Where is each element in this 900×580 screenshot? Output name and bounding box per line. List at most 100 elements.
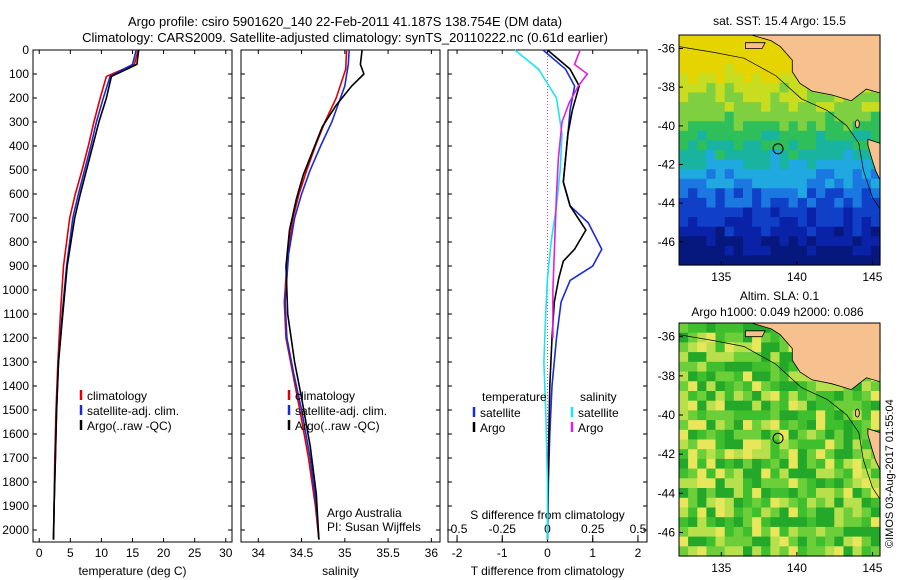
map-field-cell <box>715 507 726 518</box>
map-field-cell <box>715 159 726 170</box>
legend-label: climatology <box>87 389 147 403</box>
map-field-cell <box>733 197 744 209</box>
map-field-cell <box>688 73 698 84</box>
map-field-cell <box>770 371 781 382</box>
map-field-cell <box>697 410 707 421</box>
map-field-cell <box>770 449 781 460</box>
map-field-cell <box>724 478 735 489</box>
map-field-cell <box>779 400 790 411</box>
map-field-cell <box>706 82 717 94</box>
map-field-cell <box>779 197 790 209</box>
map-field-cell <box>697 478 707 489</box>
map-field-cell <box>834 458 844 470</box>
map-field-cell <box>797 546 808 557</box>
x-tick-label: 0 <box>544 546 551 560</box>
map-field-cell <box>797 371 808 382</box>
map-field-cell <box>806 391 817 402</box>
legend-group-title: salinity <box>580 390 617 404</box>
map-field-cell <box>825 526 835 538</box>
map-field-cell <box>697 371 707 382</box>
map-field-cell <box>724 507 735 518</box>
map-field-cell <box>797 420 808 431</box>
map-field-cell <box>761 429 771 441</box>
map-field-cell <box>715 546 726 557</box>
map-field-cell <box>733 140 744 151</box>
map-field-cell <box>861 410 872 421</box>
map-field-cell <box>761 536 771 547</box>
map-field-cell <box>834 207 844 218</box>
map-field-cell <box>679 458 689 470</box>
map-field-cell <box>733 178 744 189</box>
x-axis-label: temperature (deg C) <box>78 564 186 578</box>
map-field-cell <box>688 197 698 209</box>
map-field-cell <box>761 207 771 218</box>
x-tick-label: 10 <box>95 546 109 560</box>
map-field-cell <box>779 478 790 489</box>
map-field-cell <box>697 169 707 180</box>
map-field-cell <box>724 517 735 528</box>
map-field-cell <box>861 468 872 479</box>
map-field-cell <box>834 130 844 141</box>
map-field-cell <box>733 44 744 55</box>
map-field-cell <box>697 236 707 247</box>
map-field-cell <box>806 178 817 189</box>
map-field-cell <box>843 140 854 151</box>
map-field-cell <box>843 159 854 170</box>
map-field-cell <box>706 54 717 65</box>
map-field-cell <box>788 92 799 103</box>
map-field-cell <box>752 497 762 509</box>
map-field-cell <box>715 236 726 247</box>
map-field-cell <box>715 391 726 402</box>
map-field-cell <box>697 207 707 218</box>
map-field-cell <box>825 420 835 431</box>
map-field-cell <box>770 342 781 353</box>
map-field-cell <box>715 73 726 84</box>
map-field-cell <box>788 449 799 460</box>
map-field-cell <box>843 526 854 538</box>
map-title: sat. SST: 15.4 Argo: 15.5 <box>713 14 846 28</box>
map-field-cell <box>797 517 808 528</box>
map-field-cell <box>870 468 881 479</box>
map-field-cell <box>688 371 698 382</box>
map-field-cell <box>724 82 735 94</box>
map-field-cell <box>706 526 717 538</box>
map-field-cell <box>679 44 689 55</box>
legend-group-title: temperature <box>482 390 547 404</box>
map-field-cell <box>834 536 844 547</box>
y-tick-label: 200 <box>9 91 29 105</box>
map-field-cell <box>806 111 817 122</box>
x-axis-label: T difference from climatology <box>471 564 625 578</box>
map-field-cell <box>743 478 753 489</box>
map-field-cell <box>752 371 762 382</box>
map-field-cell <box>825 507 835 518</box>
map-field-cell <box>788 391 799 402</box>
map-field-cell <box>779 159 790 170</box>
map-field-cell <box>870 458 881 470</box>
map-field-cell <box>688 478 698 489</box>
plot-frame <box>32 49 233 543</box>
map-field-cell <box>843 478 854 489</box>
map-field-cell <box>870 255 881 266</box>
map-field-cell <box>724 546 735 557</box>
map-field-cell <box>797 255 808 266</box>
map-field-cell <box>724 371 735 382</box>
map-field-cell <box>825 458 835 470</box>
map-field-cell <box>806 517 817 528</box>
x-tick-label: 35 <box>338 546 352 560</box>
y-tick-label: 1100 <box>3 307 29 321</box>
y-tick-label: 400 <box>9 139 29 153</box>
map-field-cell <box>724 169 735 180</box>
map-field-cell <box>788 255 799 266</box>
map-field-cell <box>761 169 771 180</box>
map-field-cell <box>825 178 835 189</box>
map-field-cell <box>861 197 872 209</box>
map-field-cell <box>715 111 726 122</box>
map-field-cell <box>852 507 863 518</box>
map-field-cell <box>679 73 689 84</box>
map-field-cell <box>697 507 707 518</box>
map-field-cell <box>679 439 689 450</box>
mainland-land <box>745 330 766 338</box>
map-field-cell <box>806 497 817 509</box>
map-field-cell <box>852 381 863 392</box>
map-field-cell <box>697 546 707 557</box>
